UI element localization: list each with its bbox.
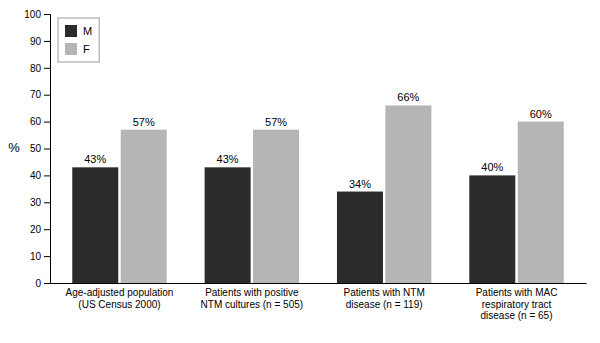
y-axis-title: % bbox=[8, 140, 20, 155]
x-tick-label: Patients with NTMdisease (n = 119) bbox=[344, 287, 425, 310]
y-tick-mark bbox=[44, 14, 50, 15]
y-tick-mark bbox=[44, 229, 50, 230]
x-tick: Patients with NTMdisease (n = 119) bbox=[344, 287, 425, 310]
legend-swatch bbox=[65, 43, 77, 55]
data-label: 60% bbox=[530, 108, 552, 120]
y-tick-mark bbox=[44, 122, 50, 123]
legend-label: M bbox=[83, 25, 92, 37]
bar bbox=[518, 122, 564, 283]
x-tick-label: Age-adjusted population(US Census 2000) bbox=[66, 287, 174, 310]
y-tick: 90 bbox=[30, 36, 50, 47]
legend: MF bbox=[58, 18, 99, 62]
y-tick: 20 bbox=[30, 224, 50, 235]
x-tick-label: Patients with positiveNTM cultures (n = … bbox=[201, 287, 304, 310]
bar bbox=[253, 130, 299, 283]
y-axis-line bbox=[44, 15, 51, 284]
bar bbox=[72, 167, 118, 283]
bar bbox=[205, 167, 251, 283]
legend-label: F bbox=[83, 43, 90, 55]
y-tick: 10 bbox=[30, 251, 50, 262]
y-tick-label: 90 bbox=[30, 36, 42, 47]
y-tick-mark bbox=[44, 256, 50, 257]
y-tick-label: 80 bbox=[30, 63, 42, 74]
bar bbox=[337, 192, 383, 283]
y-tick: 60 bbox=[30, 116, 50, 127]
x-axis-line bbox=[51, 283, 587, 284]
data-label: 66% bbox=[397, 91, 419, 103]
y-tick: 100 bbox=[24, 9, 50, 20]
y-tick-label: 50 bbox=[30, 143, 42, 154]
y-tick-mark bbox=[44, 68, 50, 69]
bar bbox=[385, 105, 431, 283]
bar bbox=[469, 175, 515, 283]
y-tick-label: 100 bbox=[24, 9, 41, 20]
y-tick-mark bbox=[44, 149, 50, 150]
data-label: 43% bbox=[84, 153, 106, 165]
x-tick-label: Patients with MACrespiratory tractdiseas… bbox=[476, 287, 558, 321]
y-tick: 0 bbox=[35, 278, 50, 289]
legend-item: F bbox=[65, 43, 90, 55]
y-tick-label: 10 bbox=[30, 251, 42, 262]
y-tick: 80 bbox=[30, 63, 50, 74]
y-tick: 40 bbox=[30, 170, 50, 181]
chart: 0 10 20 30 40 50 60 70 80 90 100 Age-adjusted popul… bbox=[0, 0, 600, 343]
x-tick: Patients with positiveNTM cultures (n = … bbox=[201, 287, 304, 310]
y-tick-label: 30 bbox=[30, 197, 42, 208]
x-axis: Age-adjusted population(US Census 2000) P… bbox=[51, 284, 587, 322]
x-tick: Patients with MACrespiratory tractdiseas… bbox=[476, 287, 558, 321]
data-label: 34% bbox=[349, 178, 371, 190]
plot: 0 10 20 30 40 50 60 70 80 90 100 Age-adjusted popul… bbox=[24, 9, 586, 321]
legend-item: M bbox=[65, 25, 92, 37]
data-label: 43% bbox=[217, 153, 239, 165]
y-tick-mark bbox=[44, 283, 50, 284]
legend-frame bbox=[58, 18, 99, 62]
y-tick-mark bbox=[44, 175, 50, 176]
data-label: 57% bbox=[133, 116, 155, 128]
y-tick: 50 bbox=[30, 143, 50, 154]
bars bbox=[72, 105, 563, 283]
data-label: 40% bbox=[481, 161, 503, 173]
y-axis: 0 10 20 30 40 50 60 70 80 90 100 bbox=[24, 9, 50, 289]
bar bbox=[121, 130, 167, 283]
data-labels: 43% 43% 34% 40% 57% 57% 66% 60% bbox=[84, 91, 552, 189]
y-tick-mark bbox=[44, 41, 50, 42]
y-tick-mark bbox=[44, 95, 50, 96]
y-tick-label: 20 bbox=[30, 224, 42, 235]
y-tick: 30 bbox=[30, 197, 50, 208]
y-tick-label: 40 bbox=[30, 170, 42, 181]
data-label: 57% bbox=[265, 116, 287, 128]
y-tick-label: 70 bbox=[30, 89, 42, 100]
y-tick-label: 60 bbox=[30, 116, 42, 127]
y-tick-label: 0 bbox=[35, 278, 41, 289]
y-tick: 70 bbox=[30, 89, 50, 100]
legend-swatch bbox=[65, 25, 77, 37]
y-tick-mark bbox=[44, 202, 50, 203]
x-tick: Age-adjusted population(US Census 2000) bbox=[66, 287, 174, 310]
